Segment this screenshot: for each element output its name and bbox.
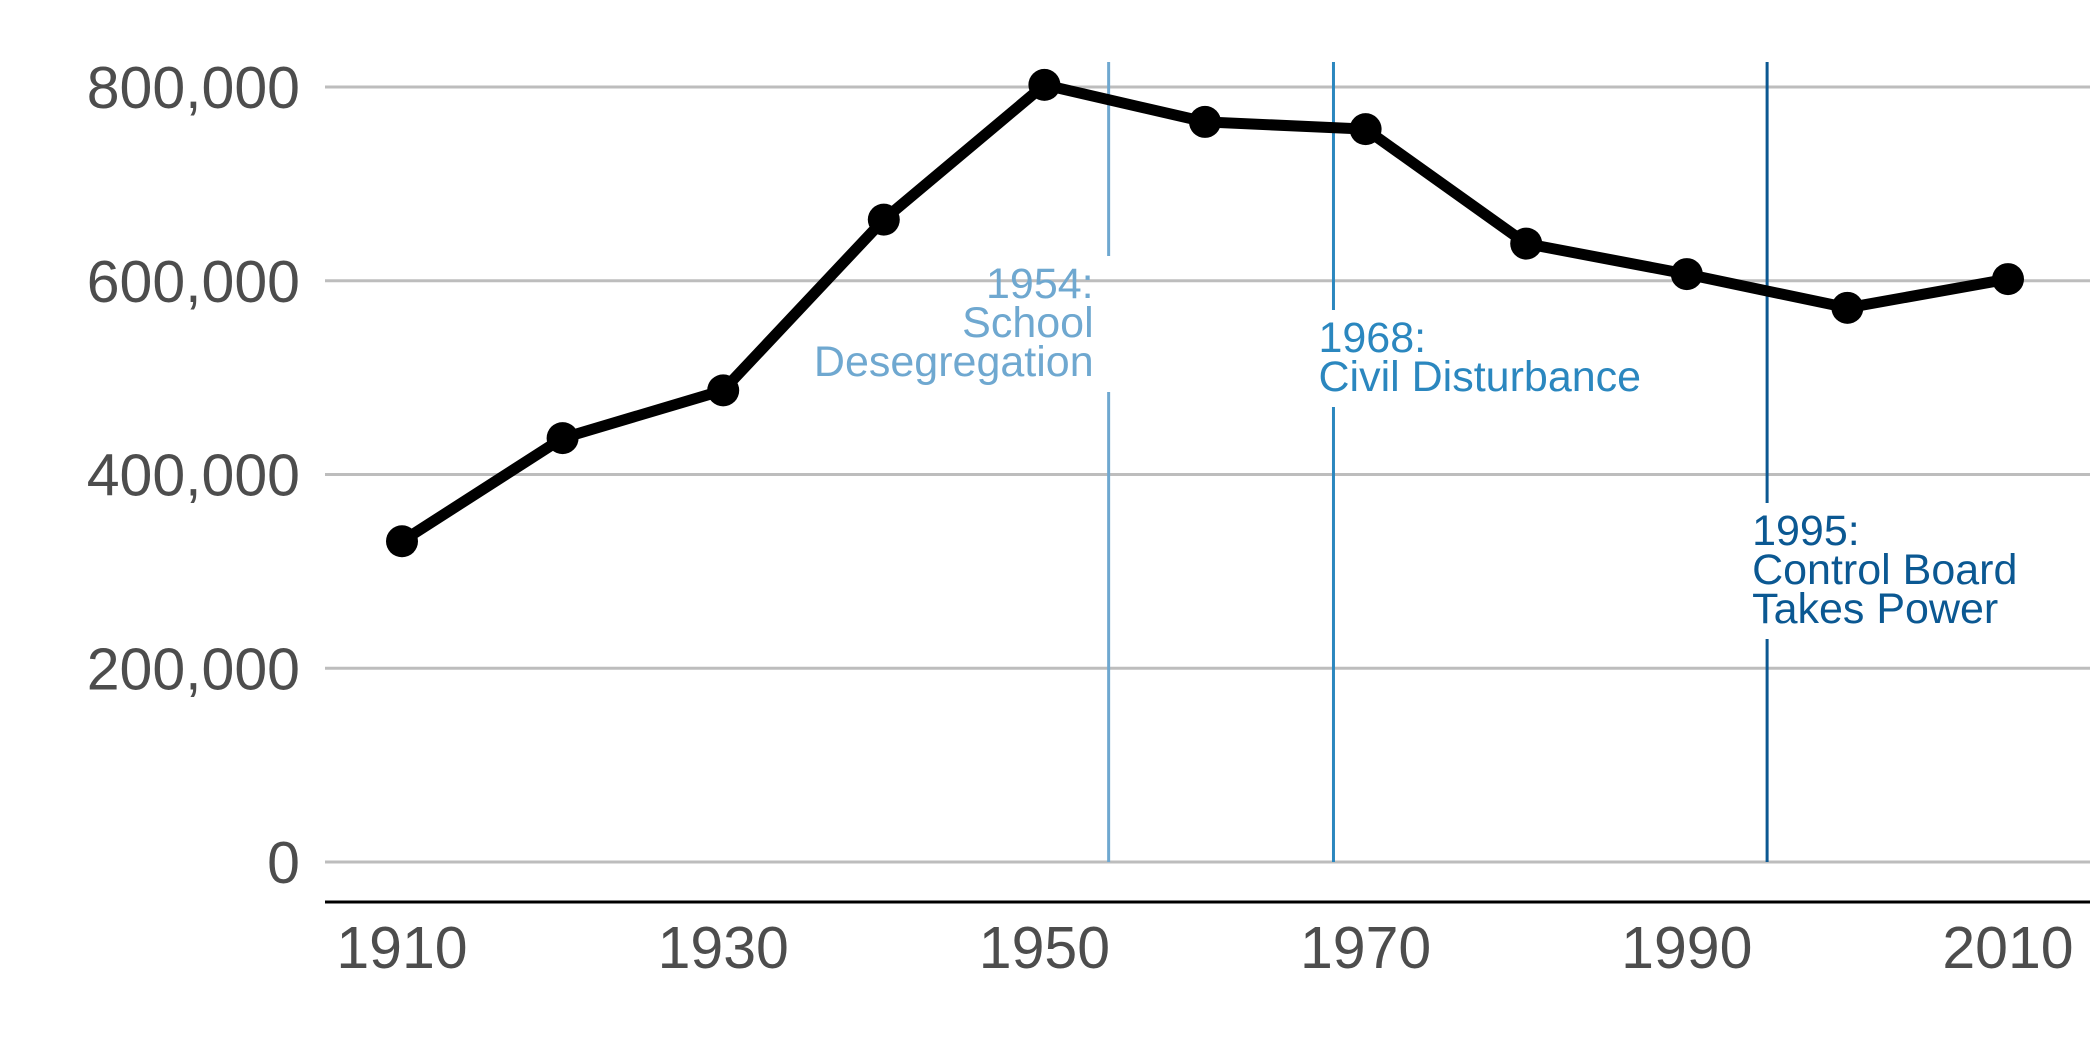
data-point-2010 <box>1992 263 2024 296</box>
x-tick-label: 1970 <box>1300 915 1431 981</box>
y-tick-label: 0 <box>267 830 300 896</box>
event-label-line: Takes Power <box>1752 585 1998 633</box>
y-tick-label: 600,000 <box>87 249 300 315</box>
event-label-line: Control Board <box>1752 546 2017 594</box>
event-label-line: School <box>962 299 1093 347</box>
x-tick-label: 1930 <box>658 915 789 981</box>
data-point-1980 <box>1510 227 1543 260</box>
event-label-line: 1954: <box>986 260 1094 308</box>
population-series <box>386 68 2024 558</box>
data-point-1930 <box>707 374 740 407</box>
x-tick-label: 1950 <box>979 915 1110 981</box>
data-point-1970 <box>1349 113 1382 146</box>
y-tick-label: 200,000 <box>87 636 300 702</box>
y-tick-label: 400,000 <box>87 443 300 509</box>
event-label-line: Desegregation <box>814 338 1094 386</box>
event-1968: 1968:Civil Disturbance <box>1318 62 1641 862</box>
event-label-line: 1995: <box>1752 507 1860 555</box>
x-tick-label: 2010 <box>1942 915 2073 981</box>
gridlines <box>325 85 2090 864</box>
x-tick-label: 1910 <box>336 915 467 981</box>
axes: 0 200,000 400,000 600,000 800,000 1910 1930 195… <box>87 55 2090 981</box>
data-point-1950 <box>1028 68 1061 101</box>
data-point-1990 <box>1670 258 1703 291</box>
data-point-1940 <box>867 203 900 236</box>
data-point-2000 <box>1831 291 1864 324</box>
event-label-line: 1968: <box>1318 314 1426 362</box>
data-point-1960 <box>1189 105 1221 138</box>
data-point-1910 <box>386 525 418 558</box>
event-label-line: Civil Disturbance <box>1318 353 1641 401</box>
data-point-1920 <box>546 422 579 455</box>
y-tick-label: 800,000 <box>87 55 300 121</box>
x-tick-label: 1990 <box>1621 915 1752 981</box>
